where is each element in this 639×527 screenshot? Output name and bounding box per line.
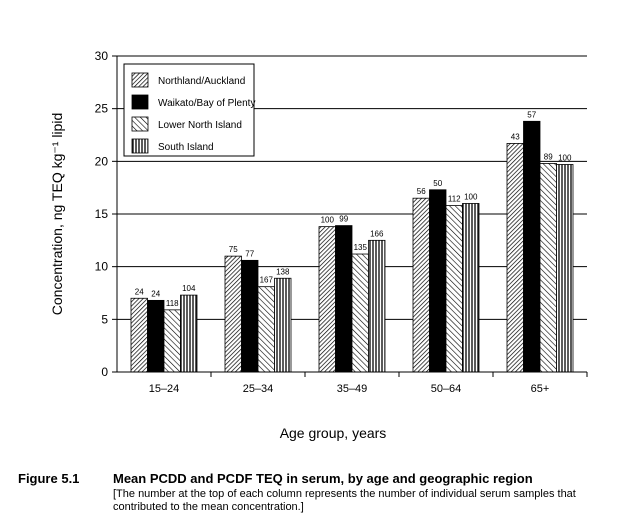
bar-sample-label: 104 — [182, 284, 196, 293]
x-tick-label: 25–34 — [243, 383, 274, 395]
bar-sample-label: 100 — [321, 216, 335, 225]
bar — [241, 259, 259, 373]
legend-swatch — [131, 72, 149, 88]
bar-sample-label: 50 — [433, 179, 442, 188]
bar — [368, 239, 386, 373]
legend-swatch — [131, 94, 149, 110]
figure-number: Figure 5.1 — [18, 471, 80, 486]
y-tick-label: 15 — [95, 207, 109, 221]
bar-sample-label: 100 — [558, 153, 572, 162]
legend: Northland/Auckland Waikato/Bay of Plenty L… — [123, 63, 255, 157]
bar-sample-label: 166 — [370, 229, 384, 238]
bar — [318, 226, 336, 373]
legend-label: Northland/Auckland — [158, 76, 245, 87]
bar — [224, 255, 242, 373]
bar-sample-label: 57 — [527, 110, 536, 119]
bar-sample-label: 112 — [448, 195, 461, 204]
y-tick-label: 0 — [101, 365, 108, 379]
legend-label: Lower North Island — [158, 120, 242, 131]
bar — [351, 253, 369, 373]
bar — [462, 203, 480, 373]
y-tick-label: 25 — [95, 102, 109, 116]
bar — [335, 225, 353, 373]
bar-sample-label: 89 — [544, 152, 553, 161]
bar-sample-label: 56 — [417, 187, 426, 196]
bar — [412, 197, 430, 373]
bar-sample-label: 24 — [151, 289, 160, 298]
bar — [147, 299, 165, 373]
bar — [429, 189, 447, 373]
y-axis-label: Concentration, ng TEQ kg⁻¹ lipid — [49, 113, 65, 315]
bar-sample-label: 99 — [339, 215, 348, 224]
figure-note: [The number at the top of each column re… — [113, 488, 576, 513]
bar-sample-label: 135 — [354, 243, 368, 252]
bar-sample-label: 167 — [260, 276, 274, 285]
x-tick-label: 35–49 — [337, 383, 368, 395]
y-tick-label: 5 — [101, 312, 108, 326]
bar-sample-label: 24 — [135, 287, 144, 296]
legend-swatch — [131, 116, 149, 132]
bar — [445, 205, 463, 373]
legend-swatch — [131, 138, 149, 154]
y-tick-label: 10 — [95, 260, 109, 274]
bar — [130, 297, 148, 373]
bar-sample-label: 100 — [464, 192, 478, 201]
bar — [506, 143, 524, 373]
bar — [180, 294, 198, 373]
legend-label: Waikato/Bay of Plenty — [158, 98, 255, 109]
axes: 0 5 10 15 20 25 30 15–24 25–34 35–49 50–64 65+ — [95, 49, 588, 395]
bar-sample-label: 138 — [276, 267, 290, 276]
legend-label: South Island — [158, 142, 214, 153]
x-tick-label: 65+ — [531, 383, 550, 395]
bar — [257, 286, 275, 373]
x-axis-label: Age group, years — [280, 425, 387, 441]
figure-caption: Figure 5.1 Mean PCDD and PCDF TEQ in ser… — [18, 471, 633, 514]
bar — [274, 277, 292, 373]
y-tick-label: 30 — [95, 49, 109, 63]
x-tick-label: 50–64 — [431, 383, 462, 395]
bar — [556, 164, 574, 373]
bar-sample-label: 118 — [166, 299, 179, 308]
bar — [539, 163, 557, 373]
bar-sample-label: 77 — [245, 249, 254, 258]
bar — [523, 120, 541, 373]
bar-sample-label: 75 — [229, 245, 238, 254]
x-tick-label: 15–24 — [149, 383, 180, 395]
bar-sample-label: 43 — [511, 132, 520, 141]
bar — [163, 309, 181, 373]
y-tick-label: 20 — [95, 154, 109, 168]
figure-title: Mean PCDD and PCDF TEQ in serum, by age … — [113, 471, 533, 486]
